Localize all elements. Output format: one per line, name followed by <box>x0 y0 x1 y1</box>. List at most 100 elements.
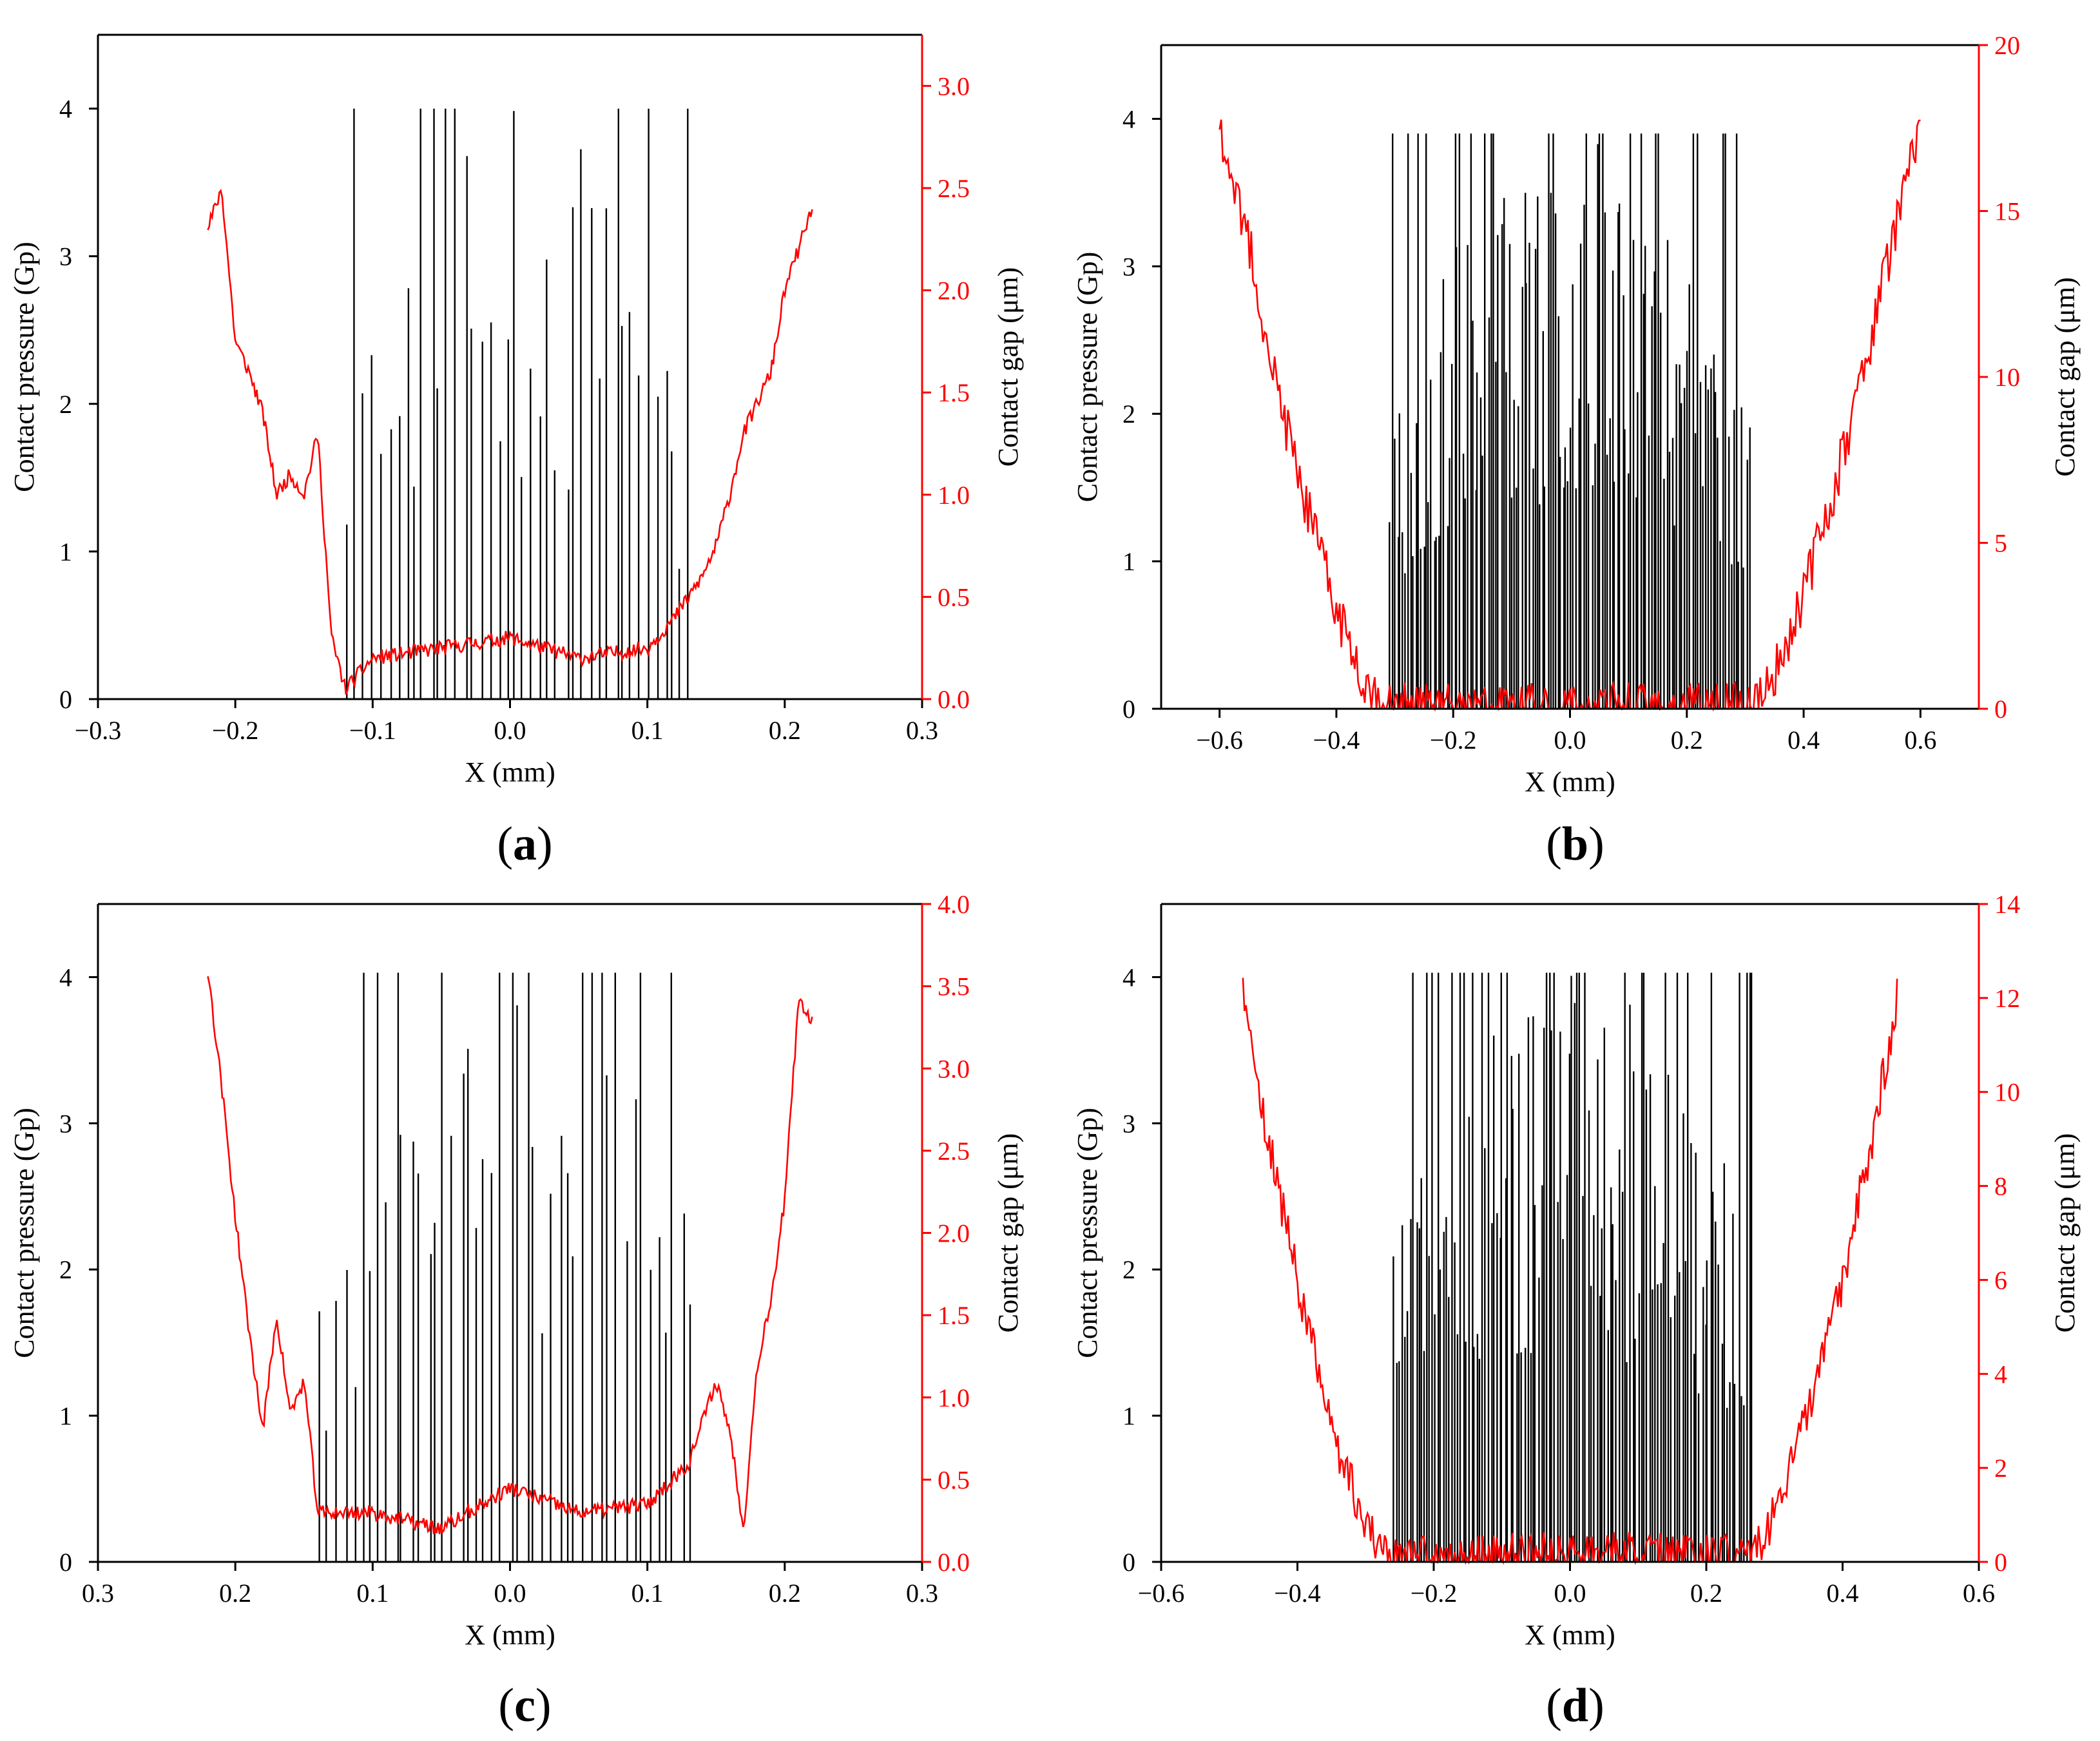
x-tick-label: 0.0 <box>1554 1579 1586 1608</box>
x-tick-label: 0.4 <box>1787 726 1820 755</box>
left-y-tick-label: 2 <box>1122 1255 1135 1284</box>
left-y-tick-label: 3 <box>59 242 72 271</box>
gap-line-c <box>207 976 813 1535</box>
right-y-tick-label: 4 <box>1994 1360 2007 1389</box>
x-tick-label: 0.0 <box>494 716 526 745</box>
right-y-tick-label: 2 <box>1994 1454 2007 1483</box>
left-y-tick-label: 4 <box>1122 104 1135 133</box>
x-tick-label: 0.3 <box>906 1579 938 1608</box>
left-y-tick-label: 1 <box>59 1401 72 1430</box>
pressure-series-b <box>1389 133 1751 709</box>
gap-line-b <box>1219 119 1921 712</box>
x-tick-label: −0.6 <box>1196 726 1243 755</box>
right-y-axis-title: Contact gap (μm) <box>2049 277 2081 477</box>
left-y-tick-label: 0 <box>59 685 72 714</box>
x-tick-label: 0.0 <box>494 1579 526 1608</box>
left-y-tick-label: 1 <box>1122 1401 1135 1430</box>
right-y-tick-label: 1.0 <box>938 481 970 510</box>
caption-d: (d) <box>1546 1679 1604 1732</box>
x-tick-label: −0.2 <box>1430 726 1477 755</box>
chart-panel-d: −0.6 −0.4 −0.2 0.0 0.2 0.4 0.6 0 1 2 3 4 0 2 4 6 8 10 12 14… <box>1050 870 2100 1741</box>
pressure-series-a <box>346 108 689 699</box>
right-y-tick-label: 3.5 <box>938 972 970 1001</box>
x-tick-label: 0.6 <box>1904 726 1936 755</box>
right-y-tick-label: 0.5 <box>938 1465 970 1494</box>
right-y-tick-label: 0 <box>1994 1548 2007 1577</box>
right-y-tick-label: 12 <box>1994 984 2020 1013</box>
gap-line-a <box>207 188 813 695</box>
x-tick-label: −0.6 <box>1138 1579 1185 1608</box>
x-tick-label: 0.1 <box>631 1579 664 1608</box>
left-y-tick-label: 1 <box>59 537 72 566</box>
chart-a-svg: −0.3 −0.2 −0.1 0.0 0.1 0.2 0.3 0 1 2 3 4 0.0 0.5 1.0 1.… <box>8 34 1024 788</box>
right-y-tick-label: 2.0 <box>938 276 970 305</box>
right-y-tick-label: 10 <box>1994 1078 2020 1107</box>
left-y-tick-label: 1 <box>1122 547 1135 576</box>
right-y-tick-label: 0.0 <box>938 1548 970 1577</box>
right-y-tick-label: 1.0 <box>938 1383 970 1412</box>
x-axis-title: X (mm) <box>1525 1619 1615 1651</box>
left-y-tick-label: 4 <box>59 963 72 992</box>
left-y-tick-label: 0 <box>59 1548 72 1577</box>
x-tick-label: 0.0 <box>1554 726 1586 755</box>
chart-c-svg: 0.3 0.2 0.1 0.0 0.1 0.2 0.3 0 1 2 3 4 0.0 0.5 1.0 1.5 2.… <box>8 890 1024 1651</box>
chart-d-svg: −0.6 −0.4 −0.2 0.0 0.2 0.4 0.60123402468101214… <box>1072 890 2081 1651</box>
right-y-tick-label: 3.0 <box>938 1054 970 1083</box>
caption-c: (c) <box>498 1679 552 1732</box>
x-tick-label: 0.2 <box>1690 1579 1722 1608</box>
x-axis-title: X (mm) <box>465 756 555 788</box>
x-tick-label: 0.3 <box>82 1579 114 1608</box>
left-y-tick-label: 0 <box>1122 1548 1135 1577</box>
x-axis-title: X (mm) <box>465 1619 555 1651</box>
x-tick-label: 0.2 <box>769 1579 801 1608</box>
right-y-tick-label: 0.0 <box>938 685 970 714</box>
chart-panel-b: −0.6 −0.4 −0.2 0.0 0.2 0.4 0.6 0 1 2 3 4 0 5 10 15 20 X (… <box>1050 0 2100 870</box>
left-y-axis-title: Contact pressure (Gp) <box>8 1108 40 1358</box>
right-y-axis-title: Contact gap (μm) <box>992 267 1024 467</box>
right-y-tick-label: 2.5 <box>938 1137 970 1166</box>
right-y-tick-label: 5 <box>1994 529 2007 558</box>
right-y-tick-label: 6 <box>1994 1265 2007 1294</box>
left-y-tick-label: 0 <box>1122 695 1135 724</box>
x-tick-label: −0.1 <box>349 716 396 745</box>
left-y-tick-label: 4 <box>1122 963 1135 992</box>
right-y-tick-label: 8 <box>1994 1172 2007 1201</box>
gap-line-d <box>1242 977 1898 1566</box>
left-y-tick-label: 2 <box>59 390 72 419</box>
x-tick-label: 0.1 <box>356 1579 389 1608</box>
right-y-tick-label: 3.0 <box>938 72 970 101</box>
right-y-tick-label: 1.5 <box>938 378 970 407</box>
x-tick-label: 0.3 <box>906 716 938 745</box>
x-tick-label: 0.2 <box>1671 726 1703 755</box>
left-y-tick-label: 3 <box>1122 1109 1135 1138</box>
right-y-tick-label: 2.0 <box>938 1219 970 1248</box>
chart-b-svg: −0.6 −0.4 −0.2 0.0 0.2 0.4 0.6 0 1 2 3 4 0 5 10 15 20 X (… <box>1072 31 2081 798</box>
x-tick-label: 0.2 <box>219 1579 251 1608</box>
left-y-tick-label: 3 <box>59 1109 72 1138</box>
x-tick-label: 0.1 <box>631 716 664 745</box>
right-y-tick-label: 0 <box>1994 695 2007 724</box>
right-y-axis-title: Contact gap (μm) <box>2049 1133 2081 1333</box>
right-y-tick-label: 2.5 <box>938 174 970 203</box>
x-tick-label: −0.4 <box>1274 1579 1321 1608</box>
left-y-tick-label: 4 <box>59 95 72 124</box>
x-tick-label: 0.4 <box>1827 1579 1859 1608</box>
right-y-tick-label: 15 <box>1994 197 2020 226</box>
pressure-series-c <box>318 972 691 1562</box>
left-y-tick-label: 3 <box>1122 252 1135 281</box>
caption-a: (a) <box>497 818 553 870</box>
right-y-tick-label: 14 <box>1994 890 2020 919</box>
left-y-tick-label: 2 <box>1122 399 1135 428</box>
x-tick-label: 0.6 <box>1963 1579 1995 1608</box>
chart-panel-c: 0.3 0.2 0.1 0.0 0.1 0.2 0.3 0 1 2 3 4 0.0 0.5 1.0 1.5 2.… <box>0 870 1050 1741</box>
x-tick-label: −0.2 <box>1411 1579 1458 1608</box>
x-tick-label: −0.3 <box>75 716 122 745</box>
chart-panel-a: −0.3 −0.2 −0.1 0.0 0.1 0.2 0.3 0 1 2 3 4 0.0 0.5 1.0 1.… <box>0 0 1050 870</box>
caption-b: (b) <box>1546 818 1604 870</box>
left-y-tick-label: 2 <box>59 1255 72 1284</box>
x-tick-label: −0.4 <box>1313 726 1360 755</box>
right-y-axis-title: Contact gap (μm) <box>992 1133 1024 1333</box>
x-tick-label: 0.2 <box>769 716 801 745</box>
right-y-tick-label: 4.0 <box>938 890 970 919</box>
